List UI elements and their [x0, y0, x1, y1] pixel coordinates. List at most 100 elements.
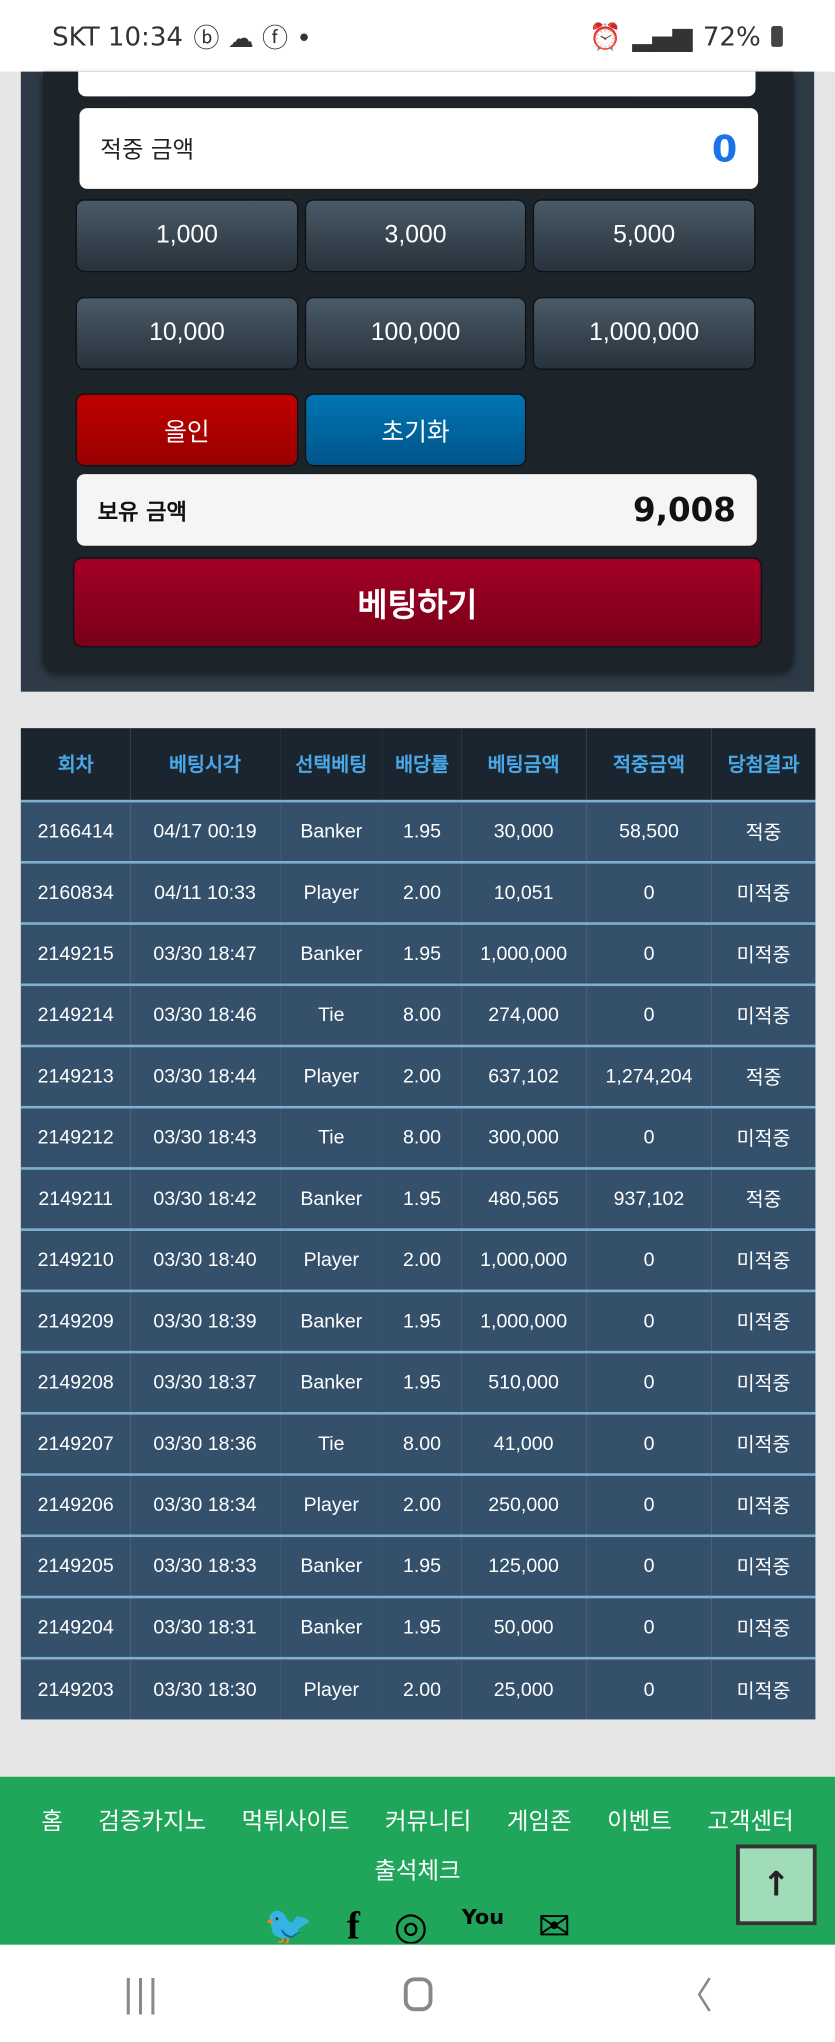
all-in-button[interactable]: 올인 [75, 393, 299, 467]
column-header: 베팅금액 [460, 728, 587, 802]
table-cell: 미적중 [711, 1350, 816, 1414]
chip-1000000-button[interactable]: 1,000,000 [532, 296, 756, 370]
win-amount-value: 0 [711, 127, 738, 170]
win-amount-label: 적중 금액 [100, 136, 195, 165]
bet-amount-field[interactable] [78, 71, 756, 97]
table-cell: 03/30 18:37 [130, 1350, 280, 1414]
table-cell: 03/30 18:46 [130, 983, 280, 1046]
table-cell: 미적중 [711, 1289, 816, 1353]
table-cell: Banker [279, 1534, 384, 1597]
chip-5000-button[interactable]: 5,000 [532, 199, 756, 273]
table-row: 2149210 03/30 18:40 Player 2.00 1,000,000 0 미적… [20, 1228, 816, 1291]
table-cell: 25,000 [460, 1656, 587, 1720]
table-cell: 1.95 [383, 799, 461, 863]
footer-link[interactable]: 먹튀사이트 [241, 1808, 350, 1836]
table-cell: Banker [279, 799, 384, 863]
table-row: 2149208 03/30 18:37 Banker 1.95 510,000 0 미적중 [20, 1350, 816, 1414]
table-cell: Tie [279, 1105, 384, 1169]
footer-link[interactable]: 홈 [41, 1808, 63, 1836]
twitter-icon[interactable]: 🐦 [264, 1904, 313, 1944]
table-cell: 250,000 [460, 1473, 587, 1536]
table-cell: 0 [586, 1595, 712, 1659]
table-cell: 2166414 [20, 799, 131, 863]
facebook-icon[interactable]: f [346, 1904, 360, 1944]
instagram-icon[interactable]: ◎ [393, 1904, 428, 1944]
table-row: 2149213 03/30 18:44 Player 2.00 637,102 1,274… [20, 1044, 816, 1108]
footer-link[interactable]: 커뮤니티 [385, 1808, 472, 1836]
table-cell: 적중 [711, 799, 816, 863]
place-bet-button[interactable]: 베팅하기 [72, 557, 763, 648]
recent-apps-icon[interactable]: ||| [122, 1972, 160, 2016]
table-cell: 2160834 [20, 861, 131, 924]
table-cell: 미적중 [711, 1412, 816, 1475]
table-row: 2166414 04/17 00:19 Banker 1.95 30,000 58,500… [20, 799, 816, 863]
table-cell: 미적중 [711, 983, 816, 1046]
balance-box: 보유 금액 9,008 [76, 474, 757, 546]
table-cell: 03/30 18:30 [130, 1656, 280, 1720]
chip-100000-button[interactable]: 100,000 [304, 296, 527, 370]
table-cell: 미적중 [711, 1656, 816, 1720]
table-cell: 미적중 [711, 1534, 816, 1597]
table-cell: 03/30 18:43 [130, 1105, 280, 1169]
reset-button[interactable]: 초기화 [304, 393, 527, 467]
column-header: 당첨결과 [711, 728, 816, 802]
back-icon[interactable]: 〈 [676, 1974, 713, 2018]
table-cell: 0 [586, 1289, 712, 1353]
table-cell: 30,000 [460, 799, 587, 863]
table-cell: 0 [586, 983, 712, 1046]
table-cell: 1.95 [383, 1595, 461, 1659]
table-cell: 03/30 18:42 [130, 1167, 280, 1230]
table-cell: 0 [586, 1656, 712, 1720]
table-cell: 2149205 [20, 1534, 131, 1597]
table-cell: 2.00 [383, 1656, 461, 1720]
table-cell: 0 [586, 1105, 712, 1169]
table-cell: 0 [586, 861, 712, 924]
chip-1000-button[interactable]: 1,000 [75, 199, 299, 273]
table-cell: Player [279, 1473, 384, 1536]
column-header: 적중금액 [586, 728, 712, 802]
win-amount-box: 적중 금액 0 [79, 108, 759, 189]
table-cell: 04/11 10:33 [130, 861, 280, 924]
table-cell: 03/30 18:40 [130, 1228, 280, 1291]
table-cell: 적중 [711, 1044, 816, 1108]
footer-link-attendance[interactable]: 출석체크 [374, 1857, 461, 1885]
table-row: 2149204 03/30 18:31 Banker 1.95 50,000 0 미적중 [20, 1595, 816, 1659]
chip-10000-button[interactable]: 10,000 [75, 296, 299, 370]
table-cell: 8.00 [383, 983, 461, 1046]
footer-link[interactable]: 이벤트 [607, 1808, 672, 1836]
footer-link[interactable]: 고객센터 [707, 1808, 794, 1836]
youtube-icon[interactable]: You [461, 1904, 505, 1930]
column-header: 베팅시각 [130, 728, 280, 802]
table-cell: 2149215 [20, 922, 131, 985]
table-cell: 2149204 [20, 1595, 131, 1659]
table-cell: 2149214 [20, 983, 131, 1046]
table-cell: 03/30 18:31 [130, 1595, 280, 1659]
table-cell: Banker [279, 1350, 384, 1414]
table-cell: 2149203 [20, 1656, 131, 1720]
table-cell: 2149206 [20, 1473, 131, 1536]
home-icon[interactable] [403, 1976, 432, 2011]
balance-label: 보유 금액 [97, 500, 187, 527]
footer-link[interactable]: 검증카지노 [98, 1808, 207, 1836]
scroll-top-button[interactable]: ↑ [735, 1844, 817, 1926]
battery-icon [771, 25, 783, 47]
table-cell: 03/30 18:34 [130, 1473, 280, 1536]
table-cell: 2149210 [20, 1228, 131, 1291]
table-cell: 03/30 18:33 [130, 1534, 280, 1597]
table-cell: 10,051 [460, 861, 587, 924]
table-cell: 적중 [711, 1167, 816, 1230]
table-cell: 03/30 18:39 [130, 1289, 280, 1353]
mail-icon[interactable]: ✉ [537, 1904, 571, 1944]
table-cell: 2.00 [383, 1044, 461, 1108]
footer-link[interactable]: 게임존 [506, 1808, 572, 1836]
signal-icon: ▂▄▆ [632, 20, 693, 52]
table-cell: 0 [586, 922, 712, 985]
table-cell: Banker [279, 922, 384, 985]
table-cell: 2149212 [20, 1105, 131, 1169]
chip-3000-button[interactable]: 3,000 [304, 199, 527, 273]
table-cell: 2149211 [20, 1167, 131, 1230]
table-cell: 미적중 [711, 1228, 816, 1291]
table-cell: 1,274,204 [586, 1044, 712, 1108]
battery-level: 72% [702, 20, 761, 52]
table-cell: 58,500 [586, 799, 712, 863]
